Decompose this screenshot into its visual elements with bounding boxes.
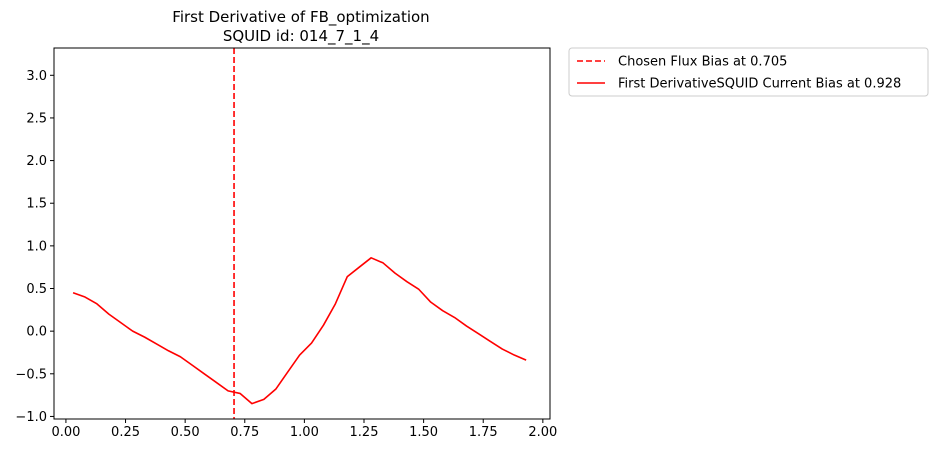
- y-tick-label: 2.5: [26, 111, 47, 126]
- x-tick-label: 1.00: [290, 425, 319, 440]
- legend: Chosen Flux Bias at 0.705 First Derivativ…: [568, 47, 929, 97]
- chart-subtitle: SQUID id: 014_7_1_4: [223, 27, 379, 46]
- x-tick-label: 0.75: [230, 425, 259, 440]
- x-tick-label: 1.50: [409, 425, 438, 440]
- y-tick-label: 0.5: [26, 282, 47, 297]
- y-tick-label: −0.5: [15, 367, 47, 382]
- y-tick-label: −1.0: [15, 410, 47, 425]
- y-tick-label: 0.0: [26, 325, 47, 340]
- plot-frame: [53, 47, 551, 420]
- legend-label: First DerivativeSQUID Current Bias at 0.…: [618, 77, 901, 92]
- y-tick-label: 3.0: [26, 69, 47, 84]
- x-tick-label: 0.50: [171, 425, 200, 440]
- legend-box: [568, 47, 929, 97]
- y-tick-label: 1.5: [26, 197, 47, 212]
- legend-label: Chosen Flux Bias at 0.705: [618, 55, 787, 70]
- y-tick-label: 1.0: [26, 239, 47, 254]
- x-tick-label: 1.25: [350, 425, 379, 440]
- x-tick-label: 2.00: [528, 425, 557, 440]
- x-tick-label: 0.25: [111, 425, 140, 440]
- series-line: [72, 257, 527, 405]
- x-tick-label: 0.00: [51, 425, 80, 440]
- chart-title: First Derivative of FB_optimization: [172, 8, 429, 27]
- y-tick-label: 2.0: [26, 154, 47, 169]
- x-tick-label: 1.75: [469, 425, 498, 440]
